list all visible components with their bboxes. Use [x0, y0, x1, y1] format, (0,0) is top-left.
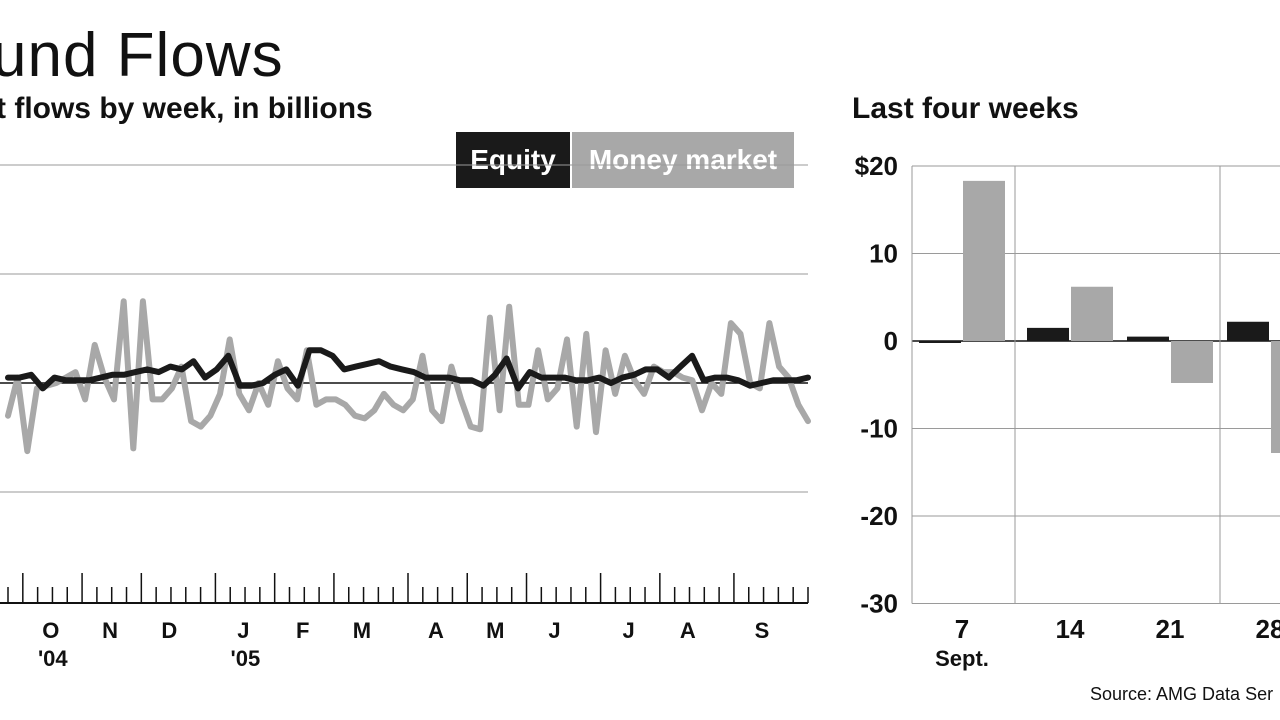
left-x-label-10: A [680, 618, 696, 643]
right-chart-bars [919, 180, 1280, 453]
bar-equity-21 [1127, 336, 1169, 341]
left-x-label-7: M [486, 618, 504, 643]
left-x-sublabel-0: '04 [38, 646, 68, 671]
left-x-label-9: J [622, 618, 634, 643]
left-series-line-equity [5, 347, 811, 392]
bar-money-market-28 [1271, 341, 1280, 453]
left-x-label-2: D [161, 618, 177, 643]
right-x-label-2: 21 [1156, 614, 1185, 644]
left-x-label-6: A [428, 618, 444, 643]
right-y-tick-3: -10 [860, 414, 898, 444]
left-x-label-1: N [102, 618, 118, 643]
left-chart-gridlines [0, 164, 808, 493]
bar-equity-7 [919, 341, 961, 343]
bar-money-market-14 [1071, 286, 1113, 341]
left-x-label-8: J [548, 618, 560, 643]
left-chart-x-axis: O '04 N D J '05 F M A M J J A S [0, 573, 809, 671]
source-note: Source: AMG Data Ser [1090, 684, 1274, 704]
right-y-tick-4: -20 [860, 501, 898, 531]
right-y-tick-1: 10 [869, 239, 898, 269]
left-chart-series [5, 298, 811, 455]
legend-equity: Equity [456, 132, 570, 188]
left-x-label-0: O [42, 618, 59, 643]
legend-money-market: Money market [572, 132, 794, 188]
left-x-label-11: S [755, 618, 770, 643]
chart-subtitle: t flows by week, in billions [0, 92, 373, 125]
right-x-label-1: 14 [1056, 614, 1085, 644]
right-x-sublabel-0: Sept. [935, 646, 989, 671]
right-y-tick-2: 0 [884, 326, 898, 356]
right-x-label-0: 7 [955, 614, 969, 644]
right-chart-title: Last four weeks [852, 92, 1079, 125]
right-y-tick-5: -30 [860, 589, 898, 619]
left-x-sublabel-3: '05 [231, 646, 261, 671]
right-y-tick-0: $20 [855, 151, 898, 181]
right-x-label-3: 28 [1256, 614, 1280, 644]
bar-equity-28 [1227, 321, 1269, 341]
bar-money-market-7 [963, 180, 1005, 341]
bar-money-market-21 [1171, 341, 1213, 383]
left-x-label-5: M [353, 618, 371, 643]
left-x-label-3: J [237, 618, 249, 643]
left-x-label-4: F [296, 618, 309, 643]
right-chart-gridlines [911, 165, 1280, 604]
bar-equity-14 [1027, 327, 1069, 341]
chart-title: und Flows [0, 21, 284, 90]
